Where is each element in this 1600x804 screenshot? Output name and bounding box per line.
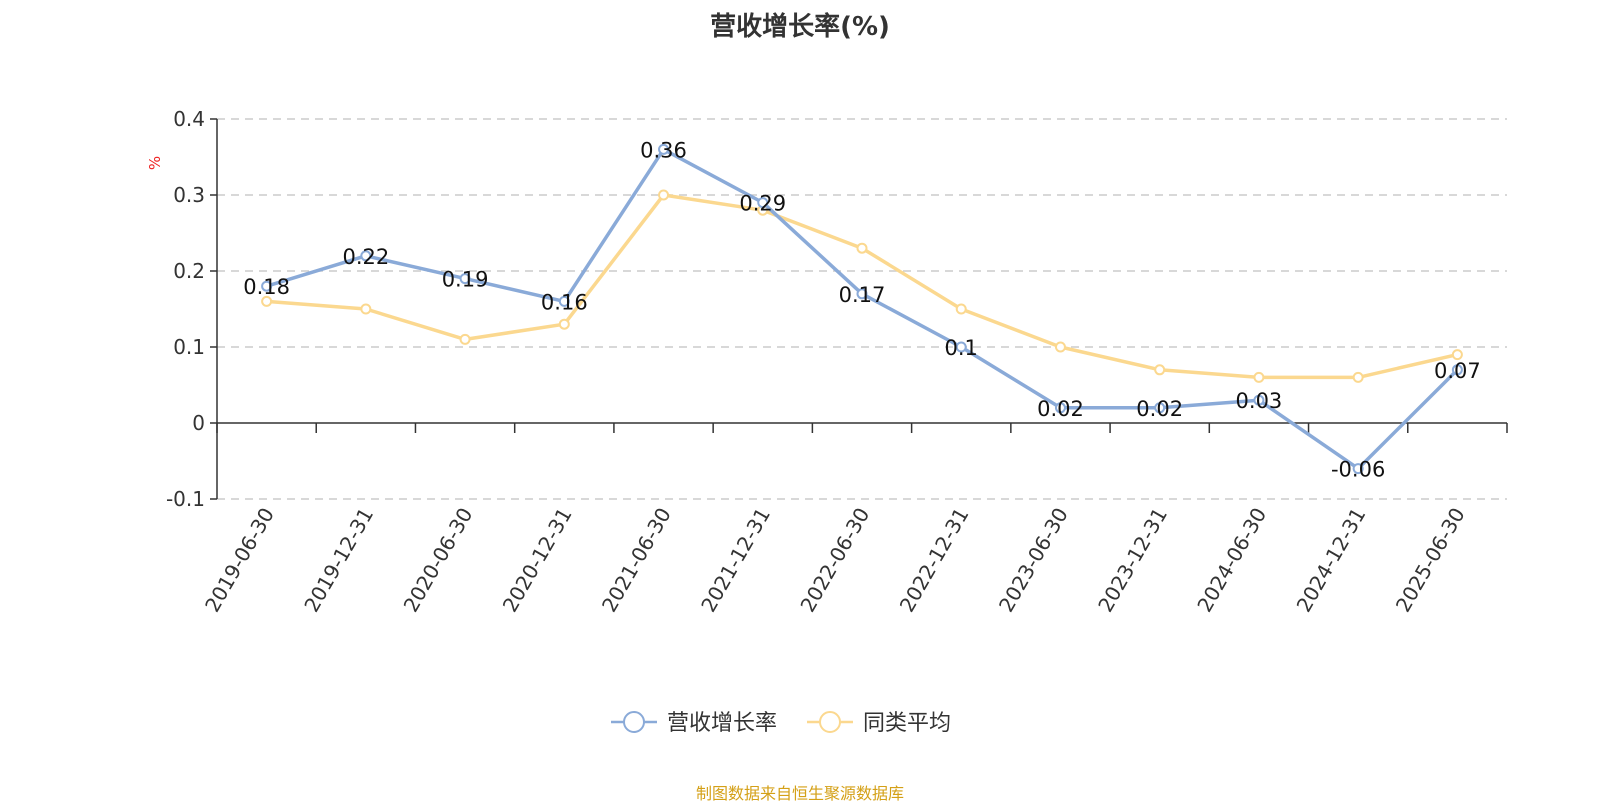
x-tick-label: 2021-06-30 [597, 504, 676, 617]
data-point [1451, 349, 1463, 361]
data-point [558, 295, 570, 307]
legend-marker [819, 711, 841, 733]
data-point [1451, 364, 1463, 376]
data-label: 0.29 [739, 192, 786, 216]
data-label: 0.36 [640, 138, 687, 162]
data-point [1054, 341, 1066, 353]
chart-title: 营收增长率(%) [710, 12, 890, 42]
data-point [261, 295, 273, 307]
series-lines [261, 143, 1463, 475]
x-tick-label: 2019-12-31 [299, 504, 378, 617]
x-tick-label: 2021-12-31 [696, 504, 775, 617]
data-label: 0.02 [1136, 397, 1183, 421]
data-point [1352, 463, 1364, 475]
y-tick-label: 0 [192, 411, 205, 435]
y-tick-label: 0.3 [173, 183, 205, 207]
data-point [856, 288, 868, 300]
x-tick-label: 2022-12-31 [895, 503, 974, 616]
data-label: 0.17 [839, 283, 886, 307]
data-label: 0.02 [1037, 397, 1084, 421]
x-tick-label: 2024-12-31 [1292, 504, 1371, 617]
x-tick-label: 2024-06-30 [1192, 504, 1271, 617]
y-tick-label: 0.1 [173, 335, 205, 359]
data-label: 0.07 [1434, 359, 1481, 383]
y-tick-label: -0.1 [166, 487, 205, 511]
x-tick-label: 2020-12-31 [498, 504, 577, 617]
data-label: 0.18 [243, 275, 290, 299]
data-label: -0.06 [1331, 458, 1385, 482]
legend-item[interactable]: 同类平均 [807, 711, 951, 736]
data-point [757, 197, 769, 209]
legend-label: 营收增长率 [667, 711, 777, 736]
data-point [1154, 402, 1166, 414]
data-point [1154, 364, 1166, 376]
legend-marker [623, 711, 645, 733]
data-point [261, 280, 273, 292]
legend[interactable]: 营收增长率 同类平均 [611, 711, 951, 736]
legend-item[interactable]: 营收增长率 [611, 711, 777, 736]
data-point [658, 143, 670, 155]
data-point [1253, 394, 1265, 406]
data-point [658, 189, 670, 201]
data-point [856, 242, 868, 254]
data-point [1054, 402, 1066, 414]
data-label: 0.22 [342, 245, 389, 269]
y-tick-label: 0.4 [173, 107, 205, 131]
x-tick-label: 2020-06-30 [399, 503, 478, 616]
x-tick-label: 2019-06-30 [200, 504, 279, 617]
source-note: 制图数据来自恒生聚源数据库 [695, 784, 904, 803]
x-tick-label: 2023-12-31 [1093, 504, 1172, 617]
data-point [558, 318, 570, 330]
series-line [266, 147, 1459, 471]
y-axis-unit-label: % [146, 156, 164, 170]
data-label: 0.19 [442, 268, 489, 292]
x-tick-label: 2022-06-30 [795, 504, 874, 617]
grid-lines [217, 118, 1507, 500]
data-point [955, 341, 967, 353]
x-tick-label: 2023-06-30 [994, 504, 1073, 617]
data-point [360, 250, 372, 262]
data-labels: 0.18 0.22 0.19 0.16 0.36 0.29 0.17 0.1 0.02 0.02 0… [243, 138, 1481, 481]
data-label: 0.1 [945, 336, 978, 360]
y-tick-label: 0.2 [173, 259, 205, 283]
data-point [1352, 371, 1364, 383]
data-point [459, 333, 471, 345]
legend-label: 同类平均 [863, 711, 951, 736]
data-label: 0.03 [1236, 389, 1283, 413]
data-point [1253, 371, 1265, 383]
data-point [459, 273, 471, 285]
x-tick-label: 2025-06-30 [1391, 504, 1470, 617]
data-point [955, 303, 967, 315]
data-point [360, 303, 372, 315]
data-label: 0.16 [541, 290, 588, 314]
